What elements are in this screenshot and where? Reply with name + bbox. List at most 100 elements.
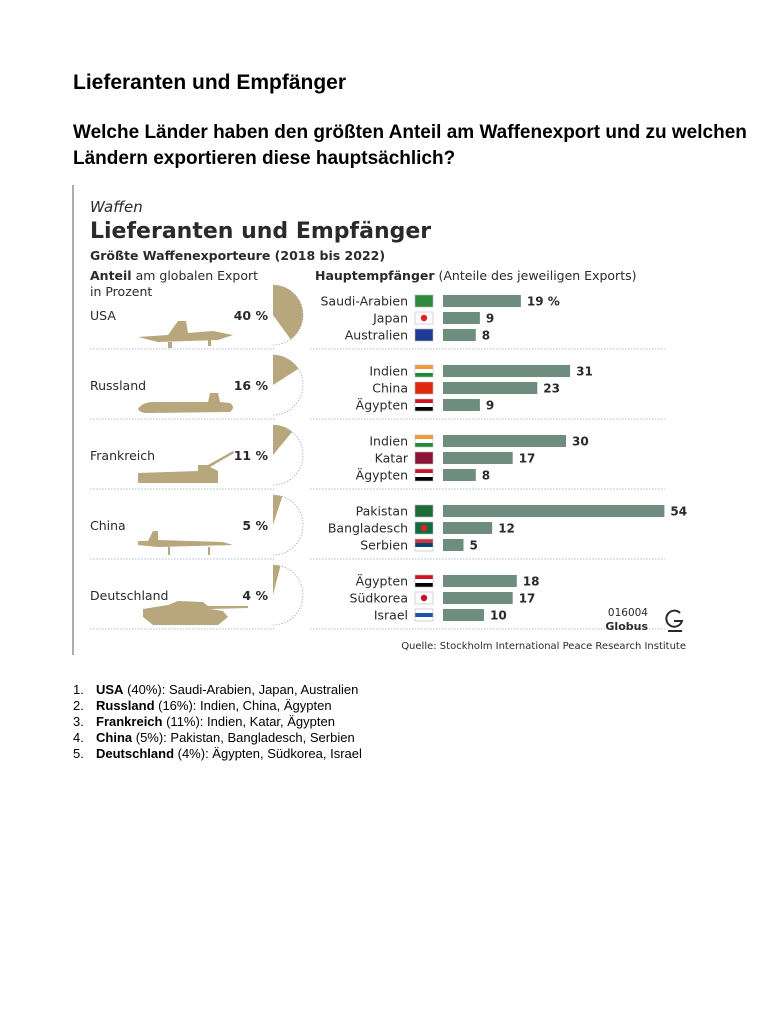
bar-value: 17	[519, 592, 536, 606]
recipient-row: Ägypten 8	[356, 468, 491, 483]
bar-value: 19 %	[527, 295, 560, 309]
summary-list: 1. USA (40%): Saudi-Arabien, Japan, Austr…	[73, 682, 362, 762]
pie-wedge	[273, 495, 283, 525]
list-number: 1.	[73, 682, 84, 697]
recipient-row: Indien 30	[369, 434, 588, 449]
flag-bangladesh-icon	[414, 521, 434, 535]
recipient-row: Australien 8	[345, 328, 490, 343]
flag-egypt-icon	[414, 398, 434, 412]
bar	[443, 505, 665, 517]
country-name: Frankreich	[96, 714, 163, 729]
flag-qatar-icon	[414, 451, 434, 465]
flag-egypt-icon	[414, 468, 434, 482]
list-item: 2. Russland (16%): Indien, China, Ägypten	[73, 698, 362, 714]
recipient-name: Ägypten	[356, 574, 408, 589]
recipient-name: Ägypten	[356, 398, 408, 413]
recipient-row: Bangladesch 12	[328, 521, 515, 536]
recipient-name: Katar	[375, 451, 409, 466]
recipient-row: Japan 9	[372, 311, 494, 326]
infographic-title: Lieferanten und Empfänger	[90, 219, 431, 244]
artillery-truck-icon	[138, 451, 234, 483]
list-detail: (16%): Indien, China, Ägypten	[154, 698, 332, 713]
right-header: Hauptempfänger (Anteile des jeweiligen E…	[315, 268, 637, 283]
exporter-share: 16 %	[234, 378, 269, 393]
bar-value: 10	[490, 609, 507, 623]
pie-wedge	[273, 355, 299, 385]
recipient-name: Südkorea	[350, 591, 408, 606]
tank-icon	[143, 601, 248, 625]
recipient-name: Ägypten	[356, 468, 408, 483]
list-item: 1. USA (40%): Saudi-Arabien, Japan, Austr…	[73, 682, 362, 698]
exporter-share: 5 %	[242, 518, 268, 533]
infographic: Waffen Lieferanten und Empfänger Größte …	[72, 185, 687, 655]
list-text: China (5%): Pakistan, Bangladesch, Serbi…	[96, 730, 355, 746]
recipient-name: Saudi-Arabien	[320, 294, 408, 309]
pie-wedge	[273, 425, 293, 455]
bar	[443, 329, 476, 341]
flag-pakistan-icon	[414, 504, 434, 518]
bar	[443, 399, 480, 411]
flag-australia-icon	[414, 328, 434, 342]
bar-value: 54	[670, 505, 687, 519]
exporter-name: China	[90, 518, 126, 533]
infographic-subtitle: Größte Waffenexporteure (2018 bis 2022)	[90, 248, 385, 263]
exporter-share: 11 %	[234, 448, 269, 463]
exporter-name: Russland	[90, 378, 146, 393]
country-name: Deutschland	[96, 746, 175, 761]
flag-south-korea-icon	[414, 591, 434, 605]
question-text: Welche Länder haben den größten Anteil a…	[73, 122, 747, 169]
list-detail: (4%): Ägypten, Südkorea, Israel	[174, 746, 362, 761]
exporter-share: 40 %	[234, 308, 269, 323]
pie-wedge	[273, 565, 281, 595]
recipient-row: Saudi-Arabien 19 %	[320, 294, 559, 309]
list-number: 5.	[73, 746, 84, 761]
recipient-row: Ägypten 9	[356, 398, 495, 413]
flag-saudi-arabia-icon	[414, 294, 434, 308]
bar-value: 5	[470, 539, 478, 553]
bar-value: 8	[482, 469, 490, 483]
bar-value: 9	[486, 312, 494, 326]
list-text: Frankreich (11%): Indien, Katar, Ägypten	[96, 714, 335, 730]
source-text: Quelle: Stockholm International Peace Re…	[401, 641, 686, 652]
recipient-name: Australien	[345, 328, 408, 343]
exporter-group: China 5 % Pakistan 54 Bangladesch 12 Serbien 5	[90, 494, 687, 560]
flag-egypt-icon	[414, 574, 434, 588]
bar-value: 30	[572, 435, 589, 449]
exporter-group: Frankreich 11 % Indien 30 Katar 17 Ägypten 8	[90, 424, 665, 490]
recipient-row: Katar 17	[375, 451, 536, 466]
bar	[443, 539, 464, 551]
pie-outline	[272, 494, 304, 556]
list-text: Russland (16%): Indien, China, Ägypten	[96, 698, 332, 714]
recipient-name: Pakistan	[356, 504, 408, 519]
list-number: 3.	[73, 714, 84, 729]
recipient-name: Serbien	[360, 538, 408, 553]
bar	[443, 592, 513, 604]
globus-logo-icon	[665, 609, 684, 632]
list-detail: (5%): Pakistan, Bangladesch, Serbien	[132, 730, 355, 745]
bar	[443, 522, 493, 534]
left-header: Anteil am globalen Export	[90, 268, 258, 283]
recipient-name: Israel	[374, 608, 408, 623]
submarine-icon	[138, 393, 233, 413]
bar-value: 8	[482, 329, 490, 343]
drone-icon	[138, 531, 233, 555]
exporter-group: Russland 16 % Indien 31 China 23 Ägypten 9	[90, 354, 665, 420]
recipient-name: China	[372, 381, 408, 396]
pie-wedge	[273, 285, 303, 340]
country-name: USA	[96, 682, 124, 697]
exporter-name: USA	[90, 308, 116, 323]
graphic-code: 016004	[608, 607, 648, 619]
bar	[443, 365, 571, 377]
recipient-name: Indien	[369, 364, 408, 379]
list-number: 2.	[73, 698, 84, 713]
list-text: USA (40%): Saudi-Arabien, Japan, Austral…	[96, 682, 358, 698]
bar	[443, 435, 566, 447]
list-number: 4.	[73, 730, 84, 745]
flag-india-icon	[414, 364, 434, 378]
recipient-row: Südkorea 17	[350, 591, 536, 606]
bar	[443, 469, 476, 481]
bar-value: 12	[498, 522, 515, 536]
flag-japan-icon	[414, 311, 434, 325]
bar	[443, 295, 521, 307]
recipient-name: Japan	[372, 311, 408, 326]
